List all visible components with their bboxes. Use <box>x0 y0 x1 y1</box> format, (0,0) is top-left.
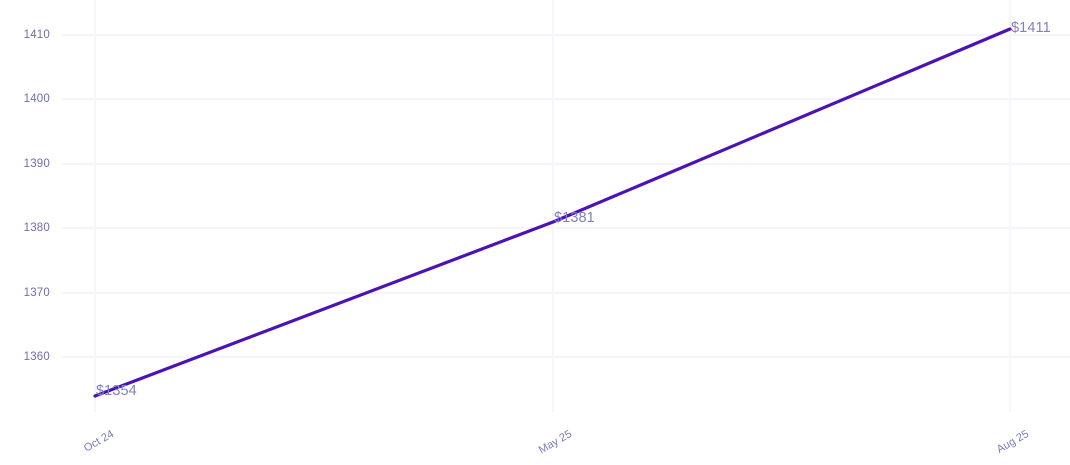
vertical-gridlines <box>93 0 1012 412</box>
data-point-label: $1411 <box>1011 20 1051 36</box>
series-value <box>93 27 1012 398</box>
y-axis-tick-label: 1410 <box>23 29 50 41</box>
horizontal-gridlines <box>62 34 1070 358</box>
data-point-label: $1354 <box>96 383 137 399</box>
y-axis-tick-label: 1380 <box>23 222 50 234</box>
y-axis-tick-label: 1360 <box>23 351 50 363</box>
y-axis-tick-label: 1390 <box>23 158 50 170</box>
y-axis-tick-label: 1370 <box>23 287 50 299</box>
y-axis-tick-label: 1400 <box>23 93 50 105</box>
data-point-label: $1381 <box>554 210 595 226</box>
